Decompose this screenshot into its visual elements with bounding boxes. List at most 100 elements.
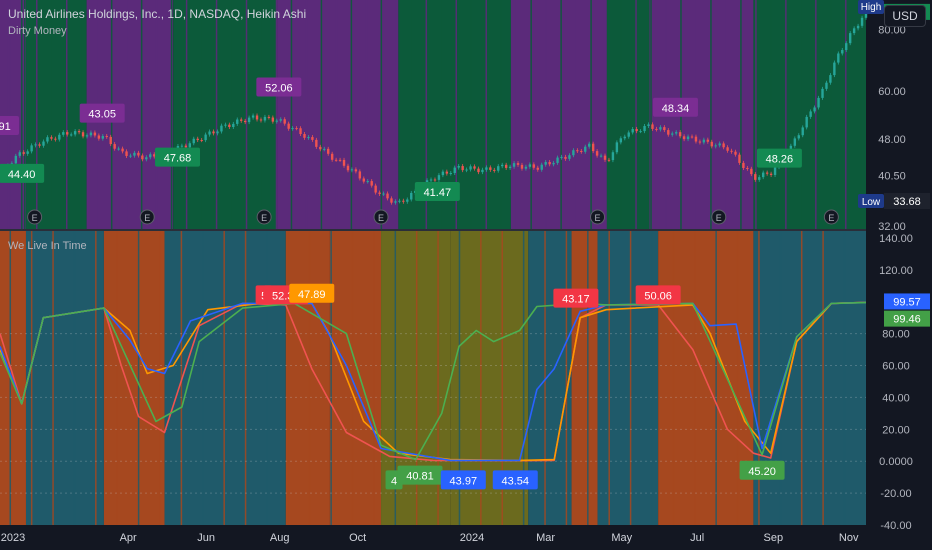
top-zone-stripe (9, 0, 11, 230)
time-axis-tick: Jul (690, 532, 704, 544)
candle-body (97, 135, 101, 139)
low-value-label: 33.68 (893, 196, 921, 208)
indicator-label-text: 43.97 (450, 475, 478, 487)
price-label-text: 48.26 (766, 154, 794, 166)
candle-body (137, 152, 140, 156)
bottom-zone-stripe (672, 230, 675, 525)
series-line-blue (0, 301, 867, 462)
candle-body (746, 167, 749, 169)
candle-body (856, 25, 860, 29)
price-label-green (414, 181, 460, 201)
candle-body (263, 116, 267, 121)
candle-body (797, 135, 800, 139)
candle-body (378, 192, 381, 194)
candle-body (694, 136, 698, 142)
candle-body (663, 127, 666, 131)
pane-separator (0, 229, 932, 231)
candle-body (295, 128, 298, 130)
top-zone-stripe (740, 0, 742, 230)
candle-body (635, 128, 638, 132)
price-axis-background (866, 0, 932, 550)
bottom-zone-stripe (52, 230, 54, 525)
top-zone-stripe (65, 0, 68, 230)
svg-text:E: E (144, 213, 150, 223)
candle-body (714, 145, 717, 147)
top-zone-stripe (140, 0, 143, 230)
candle-body (133, 152, 136, 156)
candle-body (706, 139, 710, 142)
candle-body (141, 155, 144, 160)
top-zone-stripe (230, 0, 233, 230)
indicator-label-red (553, 288, 599, 308)
top-zone-stripe (245, 0, 248, 230)
candle-body (81, 132, 85, 137)
candle-body (793, 138, 797, 146)
bottom-zone-teal (597, 230, 659, 525)
candle-body (631, 128, 634, 133)
currency-button[interactable]: USD (884, 5, 926, 27)
price-label-green (756, 148, 802, 168)
candle-body (54, 138, 57, 140)
candle-body (346, 165, 350, 171)
top-zone-stripe (800, 0, 802, 230)
candle-body (18, 152, 21, 156)
price-label-purple (0, 115, 19, 135)
candle-body (251, 115, 255, 118)
indicator-label-text: 40.81 (406, 471, 434, 483)
top-zone-stripe (275, 0, 278, 230)
bottom-zone-teal (25, 230, 104, 525)
price-label-purple (652, 97, 698, 117)
bottom-zone-stripe (779, 230, 782, 525)
bottom-zone-stripe (800, 230, 803, 525)
bottom-zone-stripe (565, 230, 568, 525)
time-axis-tick: Jun (197, 532, 215, 544)
candle-body (698, 141, 702, 143)
bottom-zone-teal (164, 230, 286, 525)
candle-body (512, 163, 516, 167)
candle-body (710, 141, 713, 147)
candle-body (243, 120, 247, 123)
time-axis-tick: Apr (120, 532, 137, 544)
top-axis-tick: 60.00 (878, 86, 906, 98)
candle-body (311, 137, 314, 140)
top-zone-stripe (725, 0, 727, 230)
candle-body (765, 172, 769, 174)
top-zone-stripe (605, 0, 607, 230)
symbol-title: United Airlines Holdings, Inc., 1D, NASD… (8, 7, 307, 21)
bottom-zone-orange (285, 230, 330, 525)
candle-body (655, 128, 658, 130)
bottom-zone-stripe (116, 230, 118, 525)
earnings-icon: E (27, 209, 43, 225)
candle-body (14, 155, 18, 164)
candle-body (228, 124, 231, 128)
candle-body (489, 167, 492, 170)
top-zone-green (606, 0, 650, 230)
candle-body (465, 169, 468, 171)
candle-body (532, 164, 536, 168)
top-zone-stripe (710, 0, 712, 230)
top-zone-stripe (410, 0, 413, 230)
green-value-label: 99.46 (893, 314, 921, 326)
price-label-text: 43.05 (88, 109, 116, 121)
candle-body (508, 166, 512, 168)
candle-body (801, 127, 804, 136)
top-zone-stripe (155, 0, 158, 230)
candle-body (149, 154, 152, 158)
candle-body (330, 153, 334, 160)
candle-body (93, 132, 97, 136)
top-zone-stripe (51, 0, 53, 230)
candle-body (433, 179, 437, 181)
candle-body (188, 143, 192, 148)
candle-body (568, 155, 571, 159)
top-zone-stripe (6, 0, 8, 230)
top-zone-stripe (125, 0, 128, 230)
low-marker (858, 194, 884, 208)
candle-body (303, 134, 306, 138)
candle-body (734, 151, 737, 155)
price-label-text: 52.06 (265, 82, 293, 94)
top-zone-stripe (830, 0, 832, 230)
bottom-axis-tick: 20.00 (882, 424, 910, 436)
earnings-icon: E (711, 209, 727, 225)
candle-body (813, 107, 816, 112)
